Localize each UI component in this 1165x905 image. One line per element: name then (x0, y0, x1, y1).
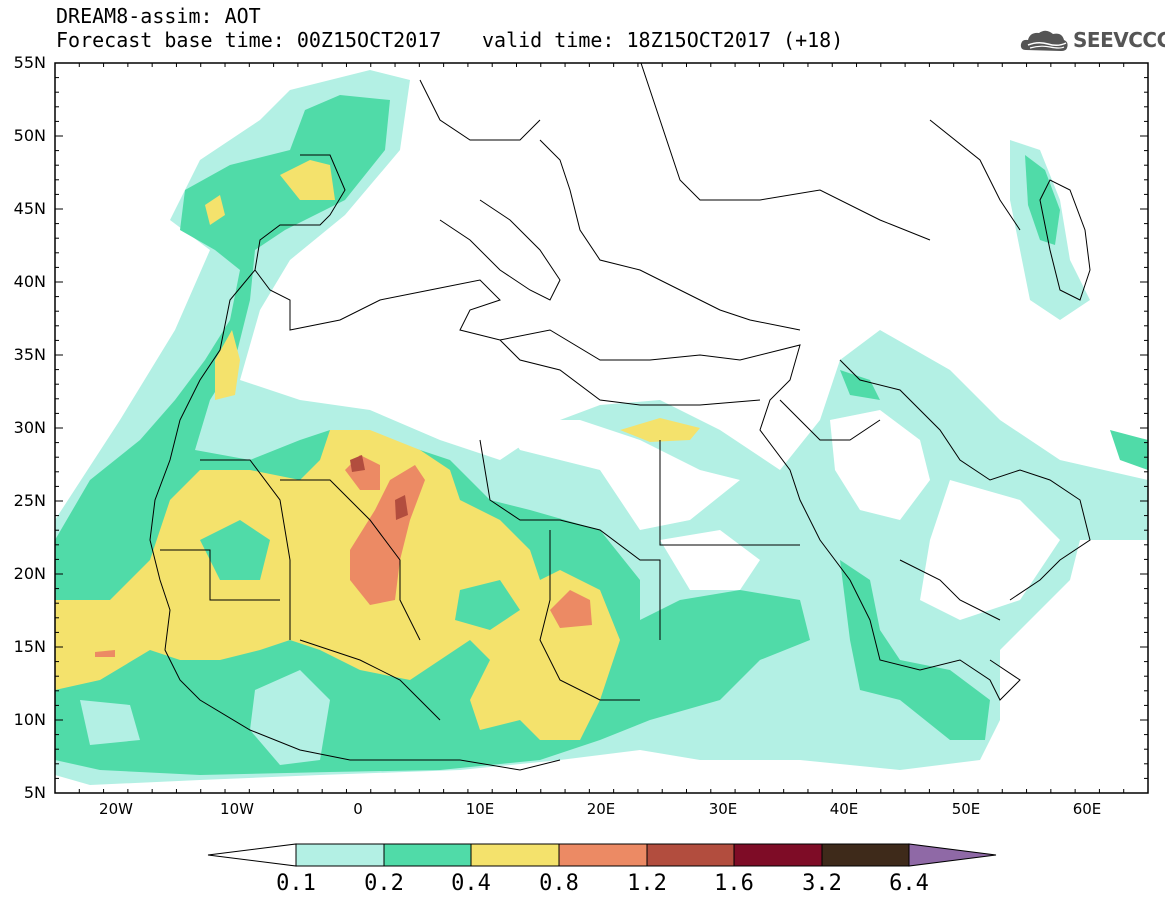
lat-label: 55N (13, 53, 46, 72)
lon-label: 0 (353, 800, 363, 818)
aot-field (55, 70, 1148, 785)
colorbar-bin (821, 843, 910, 867)
title-line-1: DREAM8-assim: AOT (56, 4, 261, 28)
lon-label: 60E (1072, 800, 1102, 818)
lat-label: 30N (13, 418, 46, 437)
colorbar-bin (733, 843, 823, 867)
lon-label: 20E (586, 800, 616, 818)
lat-label: 5N (23, 783, 46, 802)
seevccc-logo: SEEVCCC (1018, 26, 1165, 56)
colorbar-bin (558, 843, 648, 867)
colorbar-label: 3.2 (802, 871, 842, 896)
lon-label: 10E (465, 800, 495, 818)
colorbar-high-arrow (908, 843, 997, 867)
colorbar-label: 0.1 (276, 871, 316, 896)
cloud-icon (1020, 30, 1068, 51)
colorbar-label: 0.2 (364, 871, 404, 896)
colorbar-label: 1.6 (714, 871, 754, 896)
colorbar-bin (295, 843, 385, 867)
lat-label: 45N (13, 199, 46, 218)
valid-time: valid time: 18Z15OCT2017 (+18) (482, 28, 844, 52)
colorbar-bin (383, 843, 472, 867)
lat-label: 10N (13, 710, 46, 729)
lon-label: 30E (708, 800, 738, 818)
lat-label: 25N (13, 491, 46, 510)
colorbar-low-arrow (207, 843, 297, 867)
colorbar-label: 0.8 (539, 871, 579, 896)
lat-label: 15N (13, 637, 46, 656)
lat-label: 35N (13, 345, 46, 364)
lon-label: 40E (829, 800, 859, 818)
lat-label: 50N (13, 126, 46, 145)
colorbar-bin (646, 843, 735, 867)
axis-ticks (54, 62, 1149, 794)
colorbar-label: 0.4 (451, 871, 491, 896)
lon-label: 20W (99, 800, 133, 818)
lat-label: 40N (13, 272, 46, 291)
lat-label: 20N (13, 564, 46, 583)
logo-text: SEEVCCC (1073, 28, 1165, 52)
lon-label: 10W (220, 800, 254, 818)
colorbar-bin (470, 843, 560, 867)
colorbar-label: 6.4 (889, 871, 929, 896)
title-line-2: Forecast base time: 00Z15OCT2017 (56, 28, 442, 52)
colorbar (207, 843, 997, 867)
coastlines (149, 63, 1091, 771)
lon-label: 50E (951, 800, 981, 818)
colorbar-label: 1.2 (627, 871, 667, 896)
